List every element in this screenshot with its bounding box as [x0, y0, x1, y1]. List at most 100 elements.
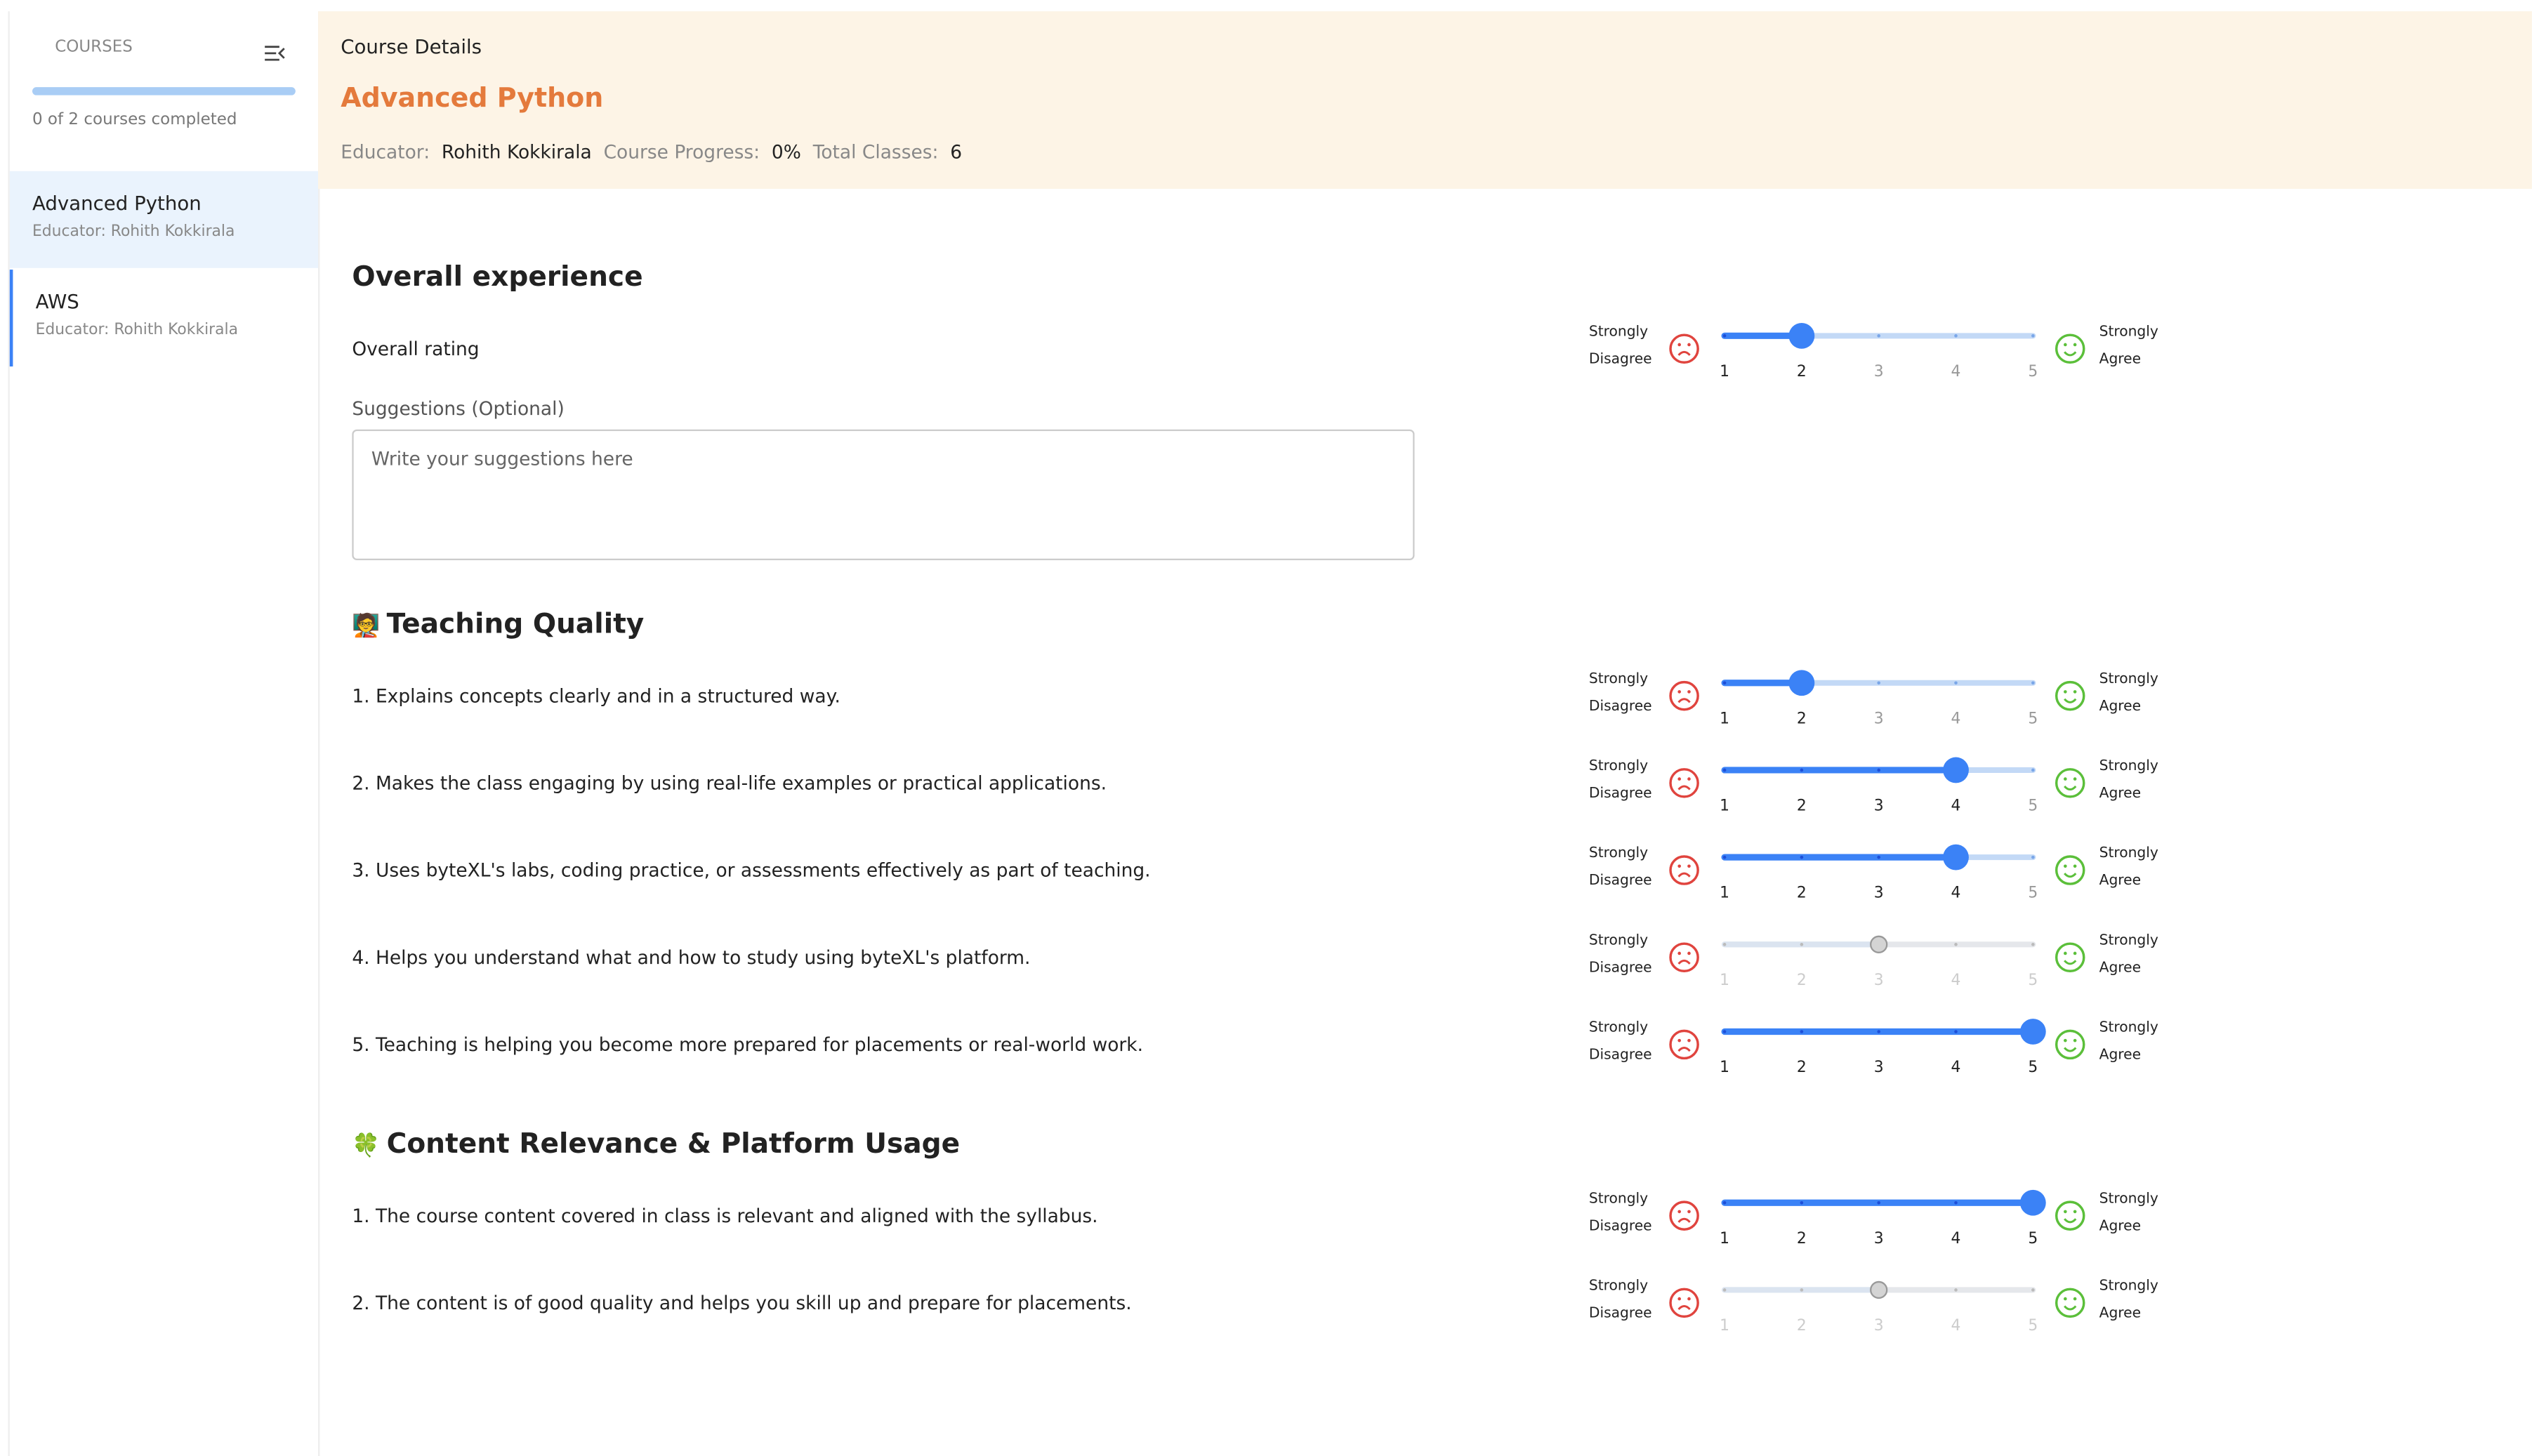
meta-label: Course Progress:	[603, 140, 760, 164]
icon-eye	[2064, 777, 2067, 781]
section-icon: 🍀	[352, 1133, 381, 1160]
question-text: 1. The course content covered in class i…	[352, 1204, 1098, 1227]
scale-label: Strongly Disagree	[1589, 844, 1652, 888]
scale-label: Strongly Disagree	[1589, 931, 1652, 975]
sidebar: COURSES 0 of 2 courses completed Advance…	[8, 11, 320, 1456]
icon-eye	[1677, 864, 1681, 868]
tick-label: 3	[1874, 972, 1884, 989]
tick-label: 4	[1951, 1059, 1961, 1076]
slider-thumb	[2019, 1019, 2046, 1045]
icon-eye	[1677, 690, 1681, 694]
section-title: Overall experience	[352, 258, 2532, 297]
course-item[interactable]: Advanced Python Educator: Rohith Kokkiral…	[9, 171, 319, 268]
tick-label: 4	[1951, 363, 1961, 380]
tick-label: 1	[1720, 1230, 1729, 1247]
tick-label: 2	[1797, 972, 1807, 989]
tick-label: 2	[1797, 1230, 1807, 1247]
slider-tick	[1722, 334, 1727, 338]
icon-eye	[2064, 343, 2067, 347]
tick-label: 4	[1951, 1230, 1961, 1247]
tick-label: 1	[1720, 797, 1729, 814]
course-header: Course Details Advanced Python Educator:…	[318, 11, 2532, 190]
icon-circle	[2055, 855, 2085, 885]
scale-label: Strongly Agree	[2099, 1276, 2158, 1321]
question-text: 3. Uses byteXL's labs, coding practice, …	[352, 859, 1151, 882]
icon-eye	[1677, 343, 1681, 347]
tick-label: 5	[2028, 1317, 2038, 1335]
scale-label: Strongly Agree	[2099, 844, 2158, 888]
icon-mouth	[1677, 1047, 1691, 1052]
rating-slider[interactable]: Strongly Disagree 1 2 3 4 5 Strongly Agree	[1589, 1259, 2170, 1346]
icon-eye	[1687, 864, 1691, 868]
tick-label: 5	[2028, 363, 2038, 380]
slider-tick	[1722, 768, 1727, 772]
rating-slider[interactable]: Strongly Disagree 1 2 3 4 5 Strongly Agree	[1589, 305, 2170, 392]
icon-eye	[2073, 1038, 2077, 1043]
slider-thumb	[1943, 757, 1969, 783]
slider-tick	[1722, 943, 1727, 946]
question-row: Overall rating Strongly Disagree 1 2 3 4 5 Stron…	[352, 305, 2532, 392]
icon-eye	[1687, 343, 1691, 347]
sad-icon	[1669, 1029, 1699, 1060]
tick-label: 3	[1874, 1317, 1884, 1335]
progress-bar	[32, 87, 296, 95]
scale-label: Strongly Agree	[2099, 931, 2158, 975]
slider-tick	[1954, 943, 1958, 946]
icon-mouth	[1677, 785, 1691, 790]
tick-label: 1	[1720, 885, 1729, 902]
course-name: Advanced Python	[32, 192, 202, 215]
section-title-text: Overall experience	[352, 261, 643, 294]
rating-slider[interactable]: Strongly Disagree 1 2 3 4 5 Strongly Agree	[1589, 1001, 2170, 1088]
sidebar-title: COURSES	[55, 39, 133, 57]
icon-eye	[1677, 1297, 1681, 1301]
meta-value: 6	[950, 140, 963, 164]
slider-tick	[1800, 1288, 1804, 1292]
course-item[interactable]: AWS Educator: Rohith Kokkirala	[9, 270, 318, 367]
icon-circle	[1669, 855, 1699, 885]
slider-tick	[1722, 855, 1727, 859]
rating-slider[interactable]: Strongly Disagree 1 2 3 4 5 Strongly Agree	[1589, 739, 2170, 826]
icon-circle	[2055, 680, 2085, 711]
slider-tick	[1877, 334, 1881, 338]
icon-eye	[2073, 951, 2077, 955]
rating-slider[interactable]: Strongly Disagree 1 2 3 4 5 Strongly Agree	[1589, 826, 2170, 913]
meta-label: Educator:	[341, 140, 430, 164]
slider-tick	[1722, 681, 1727, 685]
rating-slider[interactable]: Strongly Disagree 1 2 3 4 5 Strongly Agree	[1589, 1172, 2170, 1259]
course-meta: Educator: Rohith Kokkirala Course Progre…	[341, 140, 962, 163]
icon-eye	[1687, 1038, 1691, 1043]
scale-label: Strongly Disagree	[1589, 1189, 1652, 1233]
collapse-icon[interactable]	[263, 44, 286, 63]
scale-label: Strongly Agree	[2099, 1019, 2158, 1063]
slider-thumb	[1788, 670, 1815, 696]
suggestions-input[interactable]	[352, 429, 1415, 560]
tick-label: 5	[2028, 797, 2038, 814]
icon-eye	[1677, 951, 1681, 955]
scale-label: Strongly Agree	[2099, 757, 2158, 801]
tick-label: 1	[1720, 710, 1729, 727]
slider-tick	[1877, 855, 1881, 859]
scale-label: Strongly Disagree	[1589, 1276, 1652, 1321]
tick-label: 4	[1951, 885, 1961, 902]
icon-mouth	[1677, 1304, 1691, 1311]
rating-slider[interactable]: Strongly Disagree 1 2 3 4 5 Strongly Agree	[1589, 652, 2170, 739]
icon-mouth	[2064, 351, 2077, 357]
tick-label: 5	[2028, 1230, 2038, 1247]
tick-label: 3	[1874, 1230, 1884, 1247]
tick-label: 5	[2028, 885, 2038, 902]
icon-eye	[2073, 1297, 2077, 1301]
slider-tick	[1722, 1200, 1727, 1205]
icon-circle	[1669, 1029, 1699, 1060]
icon-eye	[2073, 1210, 2077, 1214]
question-text: Overall rating	[352, 337, 480, 360]
icon-circle	[2055, 768, 2085, 798]
tick-label: 3	[1874, 797, 1884, 814]
tick-label: 5	[2028, 710, 2038, 727]
rating-slider[interactable]: Strongly Disagree 1 2 3 4 5 Strongly Agree	[1589, 914, 2170, 1001]
icon-eye	[1677, 1210, 1681, 1214]
slider-tick	[1722, 1030, 1727, 1033]
icon-circle	[1669, 680, 1699, 711]
icon-eye	[2073, 690, 2077, 694]
tick-label: 4	[1951, 972, 1961, 989]
meta-value: Rohith Kokkirala	[441, 140, 592, 164]
